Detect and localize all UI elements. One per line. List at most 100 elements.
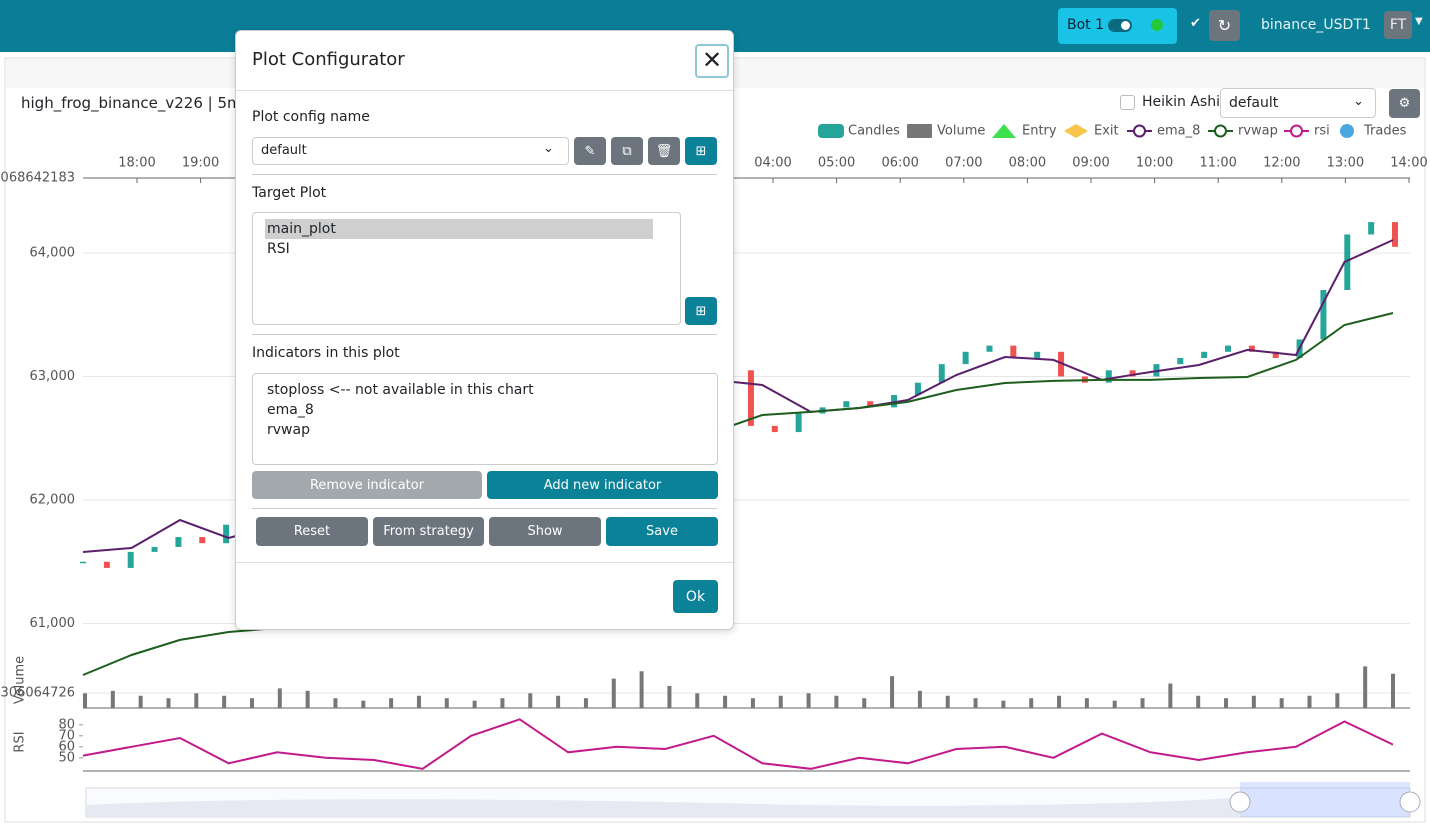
candle [1272,351,1279,358]
bot-toggle[interactable] [1108,19,1132,32]
zoom-handle[interactable] [1229,791,1251,813]
volume-bar [1084,698,1089,708]
volume-bar [1168,683,1173,708]
legend-icon [992,124,1016,138]
volume-bar [1112,700,1117,708]
volume-bar [1279,698,1284,708]
candle [795,413,802,433]
zoom-handle[interactable] [1399,791,1421,813]
candle [1392,222,1398,247]
indicator-option[interactable]: stoploss <-- not available in this chart [267,382,534,398]
volume-bar [1196,695,1201,708]
divider [252,174,717,175]
bot-pill[interactable]: Bot 1 [1058,8,1177,44]
volume-bar [110,690,115,708]
volume-bar [945,695,950,708]
x-tick-label: 07:00 [945,156,982,171]
candle [986,345,993,352]
volume-bar [723,695,728,708]
legend-label: ema_8 [1157,124,1200,139]
save-button[interactable]: Save [606,517,718,546]
zoom-range[interactable] [1240,782,1410,817]
rsi-tick-label: 60 [58,739,75,754]
volume-bar [1057,695,1062,708]
legend-icon [1340,124,1354,138]
reset-button[interactable]: Reset [256,517,368,546]
indicator-list[interactable]: stoploss <-- not available in this chart… [252,373,718,465]
indicators-label: Indicators in this plot [252,345,400,361]
candle [1320,290,1327,340]
refresh-button[interactable]: ↻ [1209,10,1240,41]
from-strategy-button[interactable]: From strategy [373,517,484,546]
settings-button[interactable]: ⚙ [1389,89,1420,118]
candle [175,537,182,547]
candle [843,401,850,408]
divider [252,334,717,335]
candle [1248,345,1255,352]
rsi-tick-label: 50 [58,750,75,765]
rsi-axis-label: RSI [13,731,28,752]
candle [1368,222,1375,235]
plot-select[interactable]: default ⌄ [1220,88,1376,118]
legend-label: Volume [937,124,985,139]
volume-bar [528,693,533,708]
duplicate-button[interactable]: ⧉ [611,137,643,165]
candle [962,351,969,365]
delete-button[interactable]: 🗑 [648,137,680,165]
volume-bar [639,671,644,708]
volume-bar [917,690,922,708]
volume-bar [1335,693,1340,708]
candle [223,524,230,544]
x-tick-label: 13:00 [1327,156,1364,171]
select-caret: ⌄ [543,141,554,156]
bot-name: Bot 1 [1067,17,1105,33]
ok-button[interactable]: Ok [673,580,718,613]
edit-button[interactable]: ✎ [574,137,606,165]
candle [938,364,945,383]
plot-select-value: default [1229,95,1279,111]
add-config-button[interactable]: ⊞ [685,137,717,165]
volume-bar [389,698,394,708]
plot-configurator-modal: Plot Configurator ✕ Plot config name def… [235,30,734,630]
legend-icon [1064,124,1088,138]
indicator-option[interactable]: ema_8 [267,402,314,418]
rsi-line [82,718,1394,770]
x-tick-label: 14:00 [1390,156,1427,171]
heikin-checkbox[interactable] [1120,95,1135,110]
legend-label: Trades [1363,124,1407,139]
status-dot [1151,19,1163,31]
divider [236,562,733,563]
close-button[interactable]: ✕ [695,44,729,78]
x-tick-label: 11:00 [1199,156,1236,171]
indicator-option[interactable]: rvwap [267,422,310,438]
rsi-tick-label: 70 [58,728,75,743]
y-tick-label: 62,000 [30,493,76,508]
y-tick-label: 61,000 [30,616,76,631]
add-plot-button[interactable]: ⊞ [685,297,717,325]
candle [1129,370,1136,377]
volume-bar [1363,666,1368,708]
user-avatar[interactable]: FT [1384,11,1412,39]
legend-icon [818,124,844,138]
add-indicator-button[interactable]: Add new indicator [487,471,718,499]
target-option[interactable]: RSI [267,241,290,257]
volume-bar [834,695,839,708]
target-plot-list[interactable]: main_plot RSI [252,212,681,325]
candle [1058,351,1065,377]
candle [747,370,754,426]
remove-indicator-button[interactable]: Remove indicator [252,471,482,499]
volume-bar [166,698,171,708]
select-caret: ⌄ [1353,94,1364,109]
volume-bar [1307,695,1312,708]
y-tick-label: 63,000 [30,369,76,384]
volume-bar [333,698,338,708]
check-icon: ✔ [1190,16,1201,31]
volume-bar [778,695,783,708]
config-select-value: default [261,143,307,158]
x-tick-label: 19:00 [182,156,219,171]
target-option[interactable]: main_plot [267,221,336,237]
legend-label: rsi [1314,124,1330,139]
show-button[interactable]: Show [489,517,601,546]
config-select[interactable]: default ⌄ [252,137,569,165]
